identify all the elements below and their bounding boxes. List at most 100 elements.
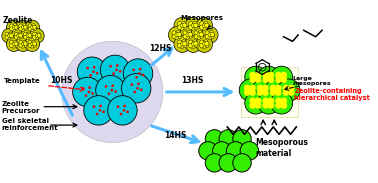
Circle shape [196, 35, 201, 40]
Circle shape [31, 25, 34, 29]
Circle shape [205, 154, 224, 172]
Circle shape [19, 40, 23, 44]
Circle shape [198, 31, 203, 35]
Circle shape [183, 25, 187, 29]
Circle shape [139, 68, 142, 70]
Circle shape [200, 43, 204, 48]
Circle shape [7, 36, 11, 40]
Circle shape [31, 24, 36, 28]
Circle shape [33, 42, 36, 46]
Circle shape [22, 25, 25, 29]
Circle shape [265, 79, 287, 101]
Circle shape [268, 72, 274, 78]
Circle shape [288, 85, 294, 91]
Circle shape [180, 26, 184, 30]
Circle shape [22, 40, 26, 44]
Circle shape [258, 66, 280, 88]
Circle shape [191, 44, 195, 49]
Circle shape [26, 34, 30, 38]
Circle shape [199, 142, 217, 160]
Circle shape [270, 85, 276, 91]
Text: Template: Template [4, 78, 40, 84]
Circle shape [189, 22, 193, 26]
Circle shape [23, 27, 27, 31]
Circle shape [115, 69, 118, 71]
Circle shape [34, 36, 39, 40]
Circle shape [275, 89, 282, 96]
Circle shape [138, 72, 141, 75]
Circle shape [126, 111, 129, 113]
Circle shape [99, 105, 102, 107]
Circle shape [262, 89, 269, 96]
Circle shape [9, 27, 14, 31]
Circle shape [112, 72, 115, 75]
Circle shape [185, 17, 201, 34]
Circle shape [258, 92, 280, 114]
Circle shape [82, 87, 84, 90]
Circle shape [28, 33, 32, 38]
Circle shape [192, 40, 197, 44]
Circle shape [249, 72, 256, 78]
Circle shape [33, 35, 37, 39]
Circle shape [33, 25, 36, 29]
Circle shape [21, 28, 25, 32]
Circle shape [119, 113, 122, 115]
Circle shape [278, 74, 284, 81]
Text: Mesopores: Mesopores [180, 15, 223, 21]
Circle shape [22, 24, 26, 28]
Circle shape [174, 35, 178, 40]
FancyBboxPatch shape [241, 67, 298, 117]
Circle shape [23, 35, 27, 39]
Text: 10HS: 10HS [50, 76, 72, 85]
Circle shape [73, 77, 102, 107]
Circle shape [249, 89, 256, 96]
Circle shape [180, 27, 196, 43]
Circle shape [180, 44, 184, 49]
Circle shape [27, 32, 31, 36]
Circle shape [203, 42, 207, 46]
Circle shape [212, 142, 231, 160]
Circle shape [84, 96, 113, 125]
Circle shape [19, 43, 23, 47]
Circle shape [282, 85, 289, 91]
Circle shape [20, 29, 35, 43]
Circle shape [19, 35, 23, 39]
Circle shape [89, 74, 92, 77]
Circle shape [11, 29, 26, 43]
Circle shape [9, 33, 13, 38]
Circle shape [169, 27, 185, 43]
Circle shape [191, 23, 196, 28]
Circle shape [92, 70, 95, 73]
Circle shape [207, 35, 212, 40]
Circle shape [272, 87, 279, 94]
Circle shape [271, 92, 293, 114]
Circle shape [210, 34, 215, 38]
Circle shape [205, 34, 209, 39]
Circle shape [191, 27, 207, 43]
Circle shape [12, 25, 16, 29]
Circle shape [105, 85, 107, 88]
Text: Gel skeletal
reinforcement: Gel skeletal reinforcement [2, 118, 59, 131]
Circle shape [14, 32, 18, 36]
Circle shape [262, 102, 269, 109]
Circle shape [121, 74, 151, 103]
Circle shape [114, 90, 117, 93]
Circle shape [249, 98, 256, 104]
Circle shape [33, 27, 37, 31]
Circle shape [132, 69, 135, 71]
Circle shape [137, 83, 140, 85]
Circle shape [201, 26, 206, 30]
Circle shape [249, 76, 256, 83]
Circle shape [62, 41, 163, 143]
Circle shape [244, 89, 251, 96]
Text: 12HS: 12HS [149, 44, 172, 53]
Circle shape [189, 25, 193, 29]
Circle shape [245, 92, 267, 114]
Circle shape [205, 43, 209, 48]
Circle shape [123, 59, 153, 88]
Circle shape [259, 87, 266, 94]
Circle shape [275, 76, 282, 83]
Circle shape [183, 43, 187, 48]
Circle shape [172, 31, 177, 35]
Circle shape [219, 154, 237, 172]
